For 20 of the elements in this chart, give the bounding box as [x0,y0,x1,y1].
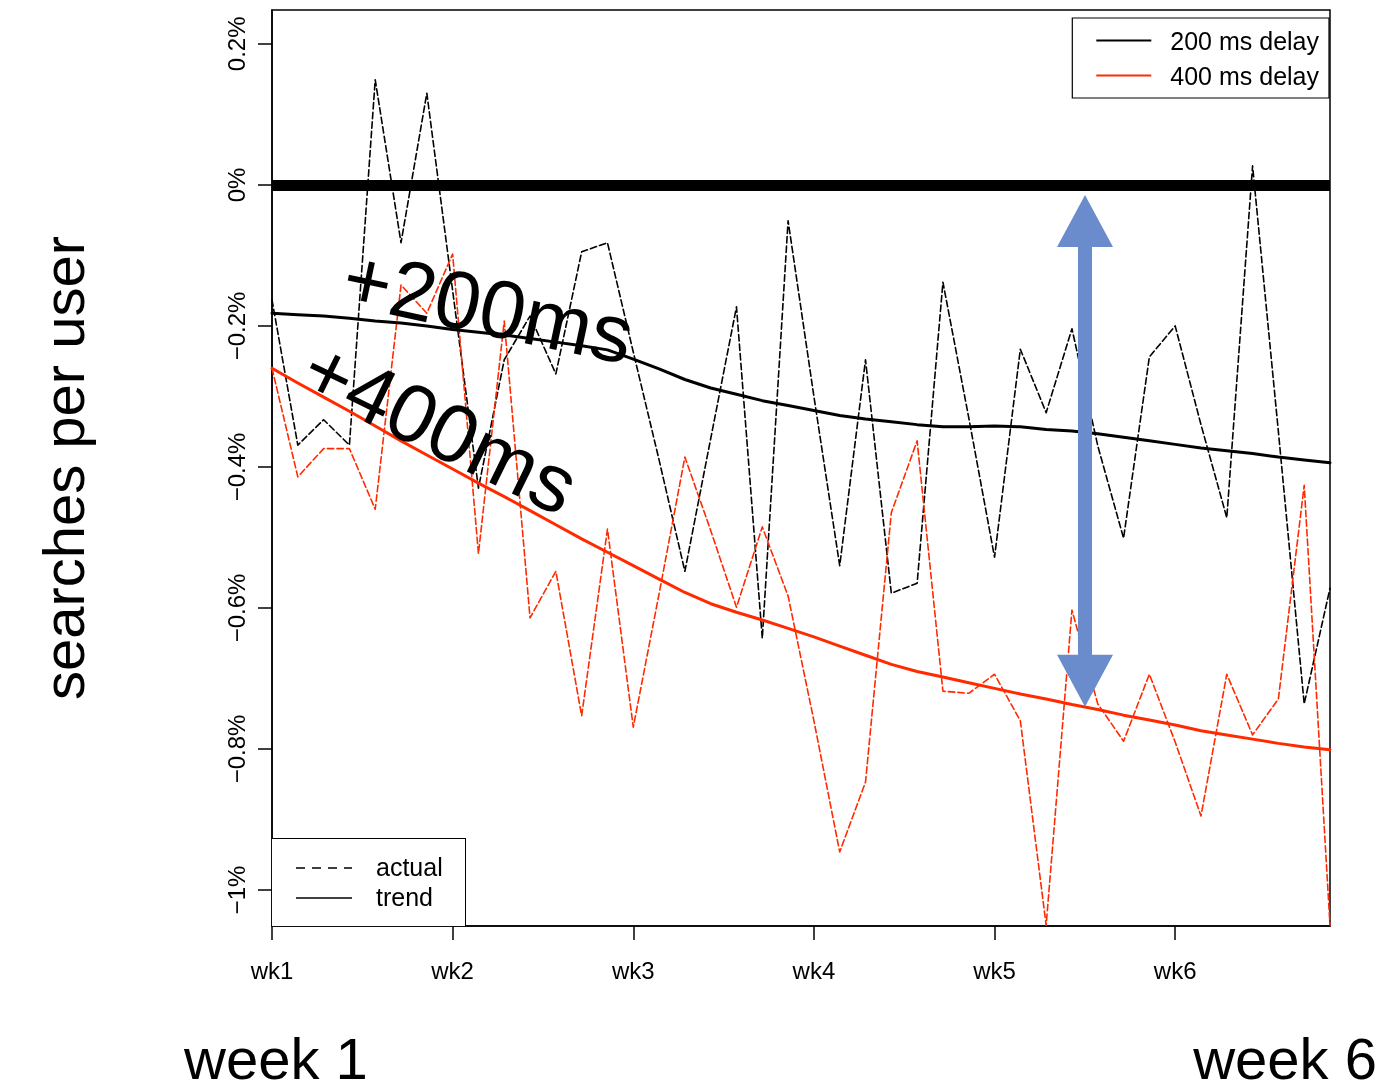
x-tick-label: wk3 [610,956,655,984]
y-tick-label: −0.6% [222,573,250,643]
y-tick-label: −0.4% [222,432,250,502]
x-tick-label: wk2 [430,956,474,984]
y-tick-label: −1% [222,865,250,915]
x-tick-label: wk1 [249,956,294,984]
x-tick-label: wk5 [972,956,1016,984]
text: week 1 [184,1026,368,1088]
y-tick-label: 0% [222,167,250,203]
text: week 6 [1193,1026,1377,1088]
y-tick-label: −0.2% [222,291,250,361]
annotation: actual [376,853,443,881]
y-axis-title: searches per user [30,235,96,701]
x-tick-label: wk4 [791,956,836,984]
annotation: trend [376,883,433,911]
legend-label: 400 ms delay [1170,61,1320,90]
y-tick-label: −0.8% [222,714,250,784]
legend-label: 200 ms delay [1170,26,1320,55]
x-tick-label: wk6 [1152,956,1197,984]
y-tick-label: 0.2% [222,16,250,72]
